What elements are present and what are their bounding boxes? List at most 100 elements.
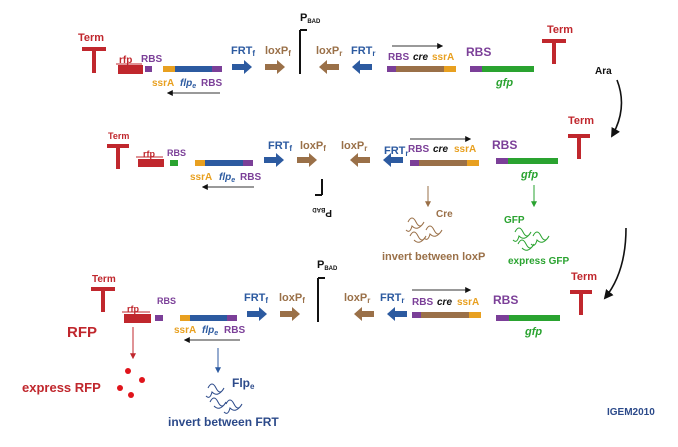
frt-arrow bbox=[387, 307, 407, 321]
loxp-arrow bbox=[319, 60, 339, 74]
rfp-label: rfp bbox=[127, 304, 139, 314]
ssra-box bbox=[467, 160, 479, 166]
loxp-arrow bbox=[350, 153, 370, 167]
frt-f-label: FRTf bbox=[244, 292, 268, 305]
loxp-arrow bbox=[280, 307, 300, 321]
term-label: Term bbox=[78, 32, 104, 44]
rfp-label-large: RFP bbox=[67, 324, 97, 341]
term-label: Term bbox=[108, 131, 129, 141]
cre-gene bbox=[421, 312, 469, 318]
flpe-label: flpe bbox=[219, 172, 235, 184]
gfp-protein-icon bbox=[512, 227, 550, 251]
rbs-box bbox=[470, 66, 482, 72]
construct-row-1: Term rfp RBS ssrA flpe RBS FRTf loxPf PB… bbox=[78, 12, 612, 96]
flow-arrow bbox=[611, 79, 623, 138]
loxp-f-label: loxPf bbox=[300, 140, 326, 153]
loxp-r-label: loxPr bbox=[341, 140, 367, 153]
loxp-f-label: loxPf bbox=[279, 292, 305, 305]
loxp-f-label: loxPf bbox=[265, 45, 291, 58]
rbs-box bbox=[387, 66, 396, 72]
rbs-label: RBS bbox=[157, 296, 176, 306]
pbad-label-inverted: PBAD bbox=[312, 206, 332, 218]
rbs-label: RBS bbox=[167, 148, 186, 158]
frt-arrow bbox=[247, 307, 267, 321]
rbs-label: RBS bbox=[492, 138, 517, 152]
rfp-gene bbox=[124, 314, 151, 323]
flp-gene bbox=[205, 160, 243, 166]
terminator-left bbox=[82, 47, 106, 73]
flpe-label: flpe bbox=[180, 78, 196, 90]
loxp-arrow bbox=[297, 153, 317, 167]
pbad-promoter bbox=[317, 277, 325, 322]
ssra-box bbox=[195, 160, 205, 166]
terminator-left bbox=[91, 287, 115, 312]
rbs-box bbox=[412, 312, 421, 318]
cre-label: cre bbox=[433, 144, 448, 155]
rbs-box bbox=[227, 315, 237, 321]
rbs-box bbox=[145, 66, 152, 72]
rbs-label: RBS bbox=[224, 325, 245, 336]
cre-protein-icon bbox=[405, 217, 443, 243]
gfp-label: gfp bbox=[495, 77, 513, 89]
rfp-gene bbox=[118, 65, 143, 74]
flp-gene bbox=[190, 315, 227, 321]
rbs-box bbox=[410, 160, 419, 166]
terminator-right bbox=[570, 290, 592, 315]
rfp-label: rfp bbox=[143, 149, 155, 159]
cre-gene bbox=[419, 160, 467, 166]
cre-gene bbox=[396, 66, 444, 72]
ssra-box bbox=[180, 315, 190, 321]
ssra-box bbox=[469, 312, 481, 318]
term-label: Term bbox=[568, 115, 594, 127]
gfp-gene bbox=[482, 66, 534, 72]
rfp-dots-icon bbox=[117, 368, 145, 398]
rbs-box bbox=[496, 315, 509, 321]
ssra-label: ssrA bbox=[454, 144, 476, 155]
rbs-label: RBS bbox=[141, 54, 162, 65]
term-label: Term bbox=[92, 274, 116, 285]
flow-arrow bbox=[603, 227, 627, 300]
ara-label: Ara bbox=[595, 66, 612, 77]
credit-label: IGEM2010 bbox=[607, 407, 655, 418]
frt-arrow bbox=[352, 60, 372, 74]
rbs-label: RBS bbox=[240, 172, 261, 183]
term-label: Term bbox=[571, 271, 597, 283]
ssra-label: ssrA bbox=[174, 325, 196, 336]
rbs-label: RBS bbox=[493, 293, 518, 307]
terminator-right bbox=[542, 39, 566, 64]
flp-gene bbox=[175, 66, 212, 72]
gfp-gene bbox=[508, 158, 558, 164]
rbs-label: RBS bbox=[466, 45, 491, 59]
construct-row-3: Term RFP rfp RBS ssrA flpe RBS FRTf loxP… bbox=[67, 259, 597, 343]
frt-f-label: FRTf bbox=[268, 140, 292, 153]
gfp-label: gfp bbox=[524, 326, 542, 338]
cre-protein-label: Cre bbox=[436, 209, 453, 220]
pbad-promoter-inverted bbox=[315, 179, 323, 196]
frt-r-label: FRTr bbox=[351, 45, 376, 58]
rbs-box bbox=[170, 160, 178, 166]
rfp-label: rfp bbox=[119, 55, 132, 66]
frt-arrow bbox=[383, 153, 403, 167]
frt-arrow bbox=[232, 60, 252, 74]
rbs-box bbox=[212, 66, 222, 72]
rbs-label: RBS bbox=[412, 297, 433, 308]
ssra-box bbox=[444, 66, 456, 72]
pbad-label: PBAD bbox=[300, 12, 321, 25]
loxp-r-label: loxPr bbox=[316, 45, 342, 58]
gfp-protein-label: GFP bbox=[504, 215, 525, 226]
flp-protein-icon bbox=[205, 383, 243, 414]
frt-f-label: FRTf bbox=[231, 45, 255, 58]
rbs-box bbox=[155, 315, 163, 321]
rbs-label: RBS bbox=[408, 144, 429, 155]
term-label: Term bbox=[547, 24, 573, 36]
ssra-box bbox=[163, 66, 175, 72]
gfp-label: gfp bbox=[520, 169, 538, 181]
rbs-box bbox=[243, 160, 253, 166]
rfp-gene bbox=[138, 159, 164, 167]
ssra-label: ssrA bbox=[190, 172, 212, 183]
invert-frt-label: invert between FRT bbox=[168, 415, 279, 429]
rbs-box bbox=[496, 158, 508, 164]
terminator-left bbox=[107, 144, 129, 169]
cre-label: cre bbox=[437, 297, 452, 308]
loxp-arrow bbox=[265, 60, 285, 74]
